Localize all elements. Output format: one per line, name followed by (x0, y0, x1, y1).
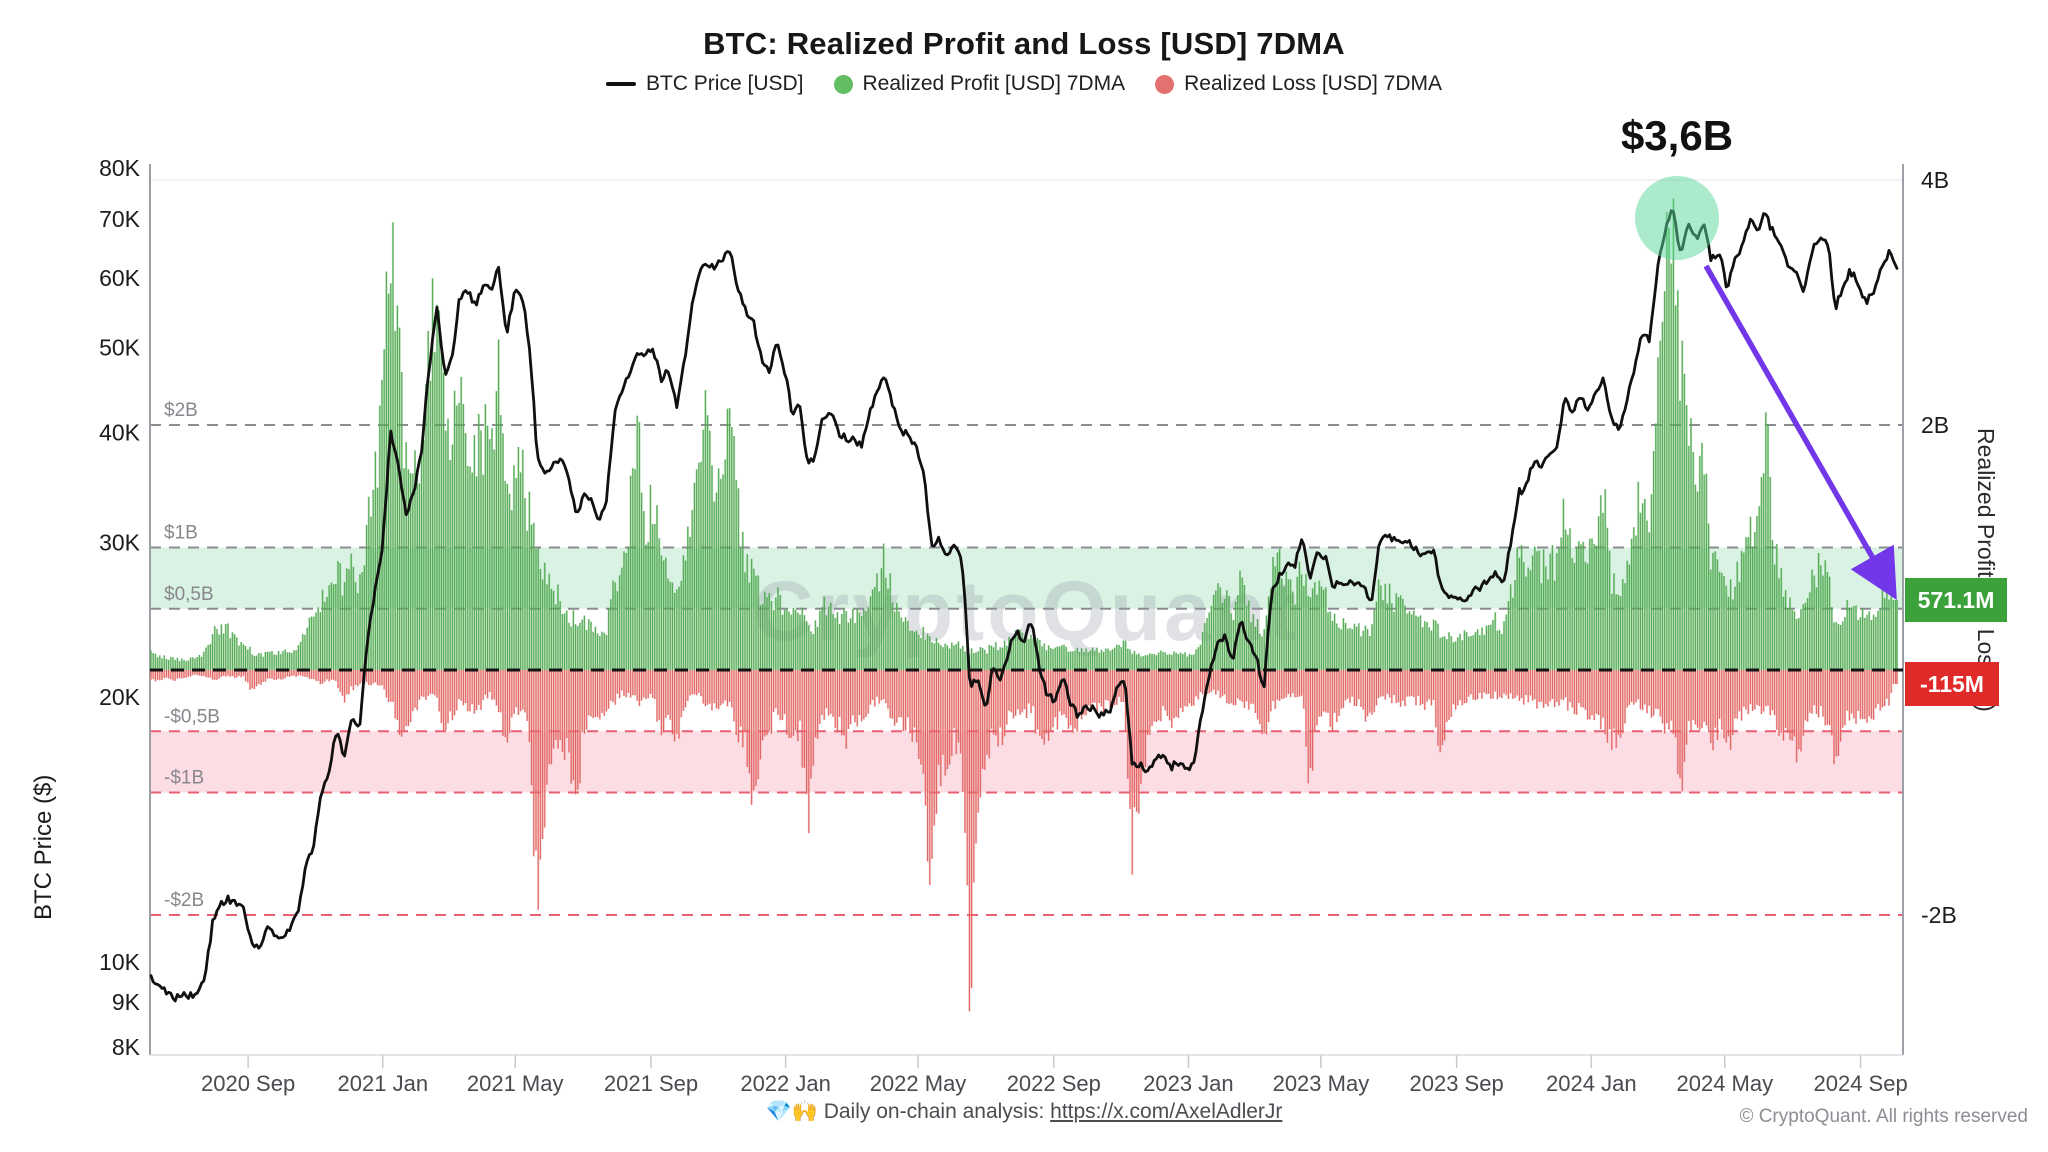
svg-text:$0,5B: $0,5B (164, 584, 214, 605)
svg-text:10K: 10K (99, 949, 141, 975)
svg-text:2024 May: 2024 May (1676, 1071, 1773, 1096)
legend: BTC Price [USD] Realized Profit [USD] 7D… (0, 72, 2048, 96)
legend-label-loss: Realized Loss [USD] 7DMA (1184, 72, 1443, 95)
profit-dot-icon (833, 74, 853, 94)
svg-text:-$1B: -$1B (164, 768, 204, 789)
svg-text:2022 May: 2022 May (870, 1071, 967, 1096)
svg-text:20K: 20K (99, 684, 141, 710)
svg-text:$1B: $1B (164, 523, 198, 544)
footer-note-text: 💎🙌 Daily on-chain analysis: (765, 1100, 1051, 1123)
svg-text:60K: 60K (99, 265, 141, 291)
svg-text:8K: 8K (112, 1034, 141, 1060)
chart-axis-labels: 80K 70K 60K 50K 40K 30K 20K 10K 9K 8K 4B 2B -2B $2B $1… (99, 155, 1957, 1096)
svg-text:2022 Jan: 2022 Jan (740, 1071, 831, 1096)
svg-text:2024 Sep: 2024 Sep (1813, 1071, 1907, 1096)
svg-text:-$0,5B: -$0,5B (164, 706, 220, 727)
svg-text:2021 Jan: 2021 Jan (338, 1071, 429, 1096)
copyright-text: © CryptoQuant. All rights reserved (1739, 1106, 2028, 1127)
svg-text:2B: 2B (1921, 412, 1949, 438)
svg-text:-2B: -2B (1921, 902, 1957, 928)
svg-text:70K: 70K (99, 206, 141, 232)
legend-label-profit: Realized Profit [USD] 7DMA (862, 72, 1126, 95)
chart-title: BTC: Realized Profit and Loss [USD] 7DMA (703, 26, 1345, 61)
svg-text:2023 May: 2023 May (1273, 1071, 1370, 1096)
svg-text:40K: 40K (99, 420, 141, 446)
chart-annotations (1635, 176, 1897, 600)
legend-item-loss: Realized Loss [USD] 7DMA (1155, 72, 1442, 96)
footer-link[interactable]: https://x.com/AxelAdlerJr (1050, 1100, 1283, 1123)
peak-annotation-label: $3,6B (1620, 112, 1734, 159)
legend-label-price: BTC Price [USD] (645, 72, 804, 95)
svg-text:2020 Sep: 2020 Sep (201, 1071, 295, 1096)
svg-text:9K: 9K (112, 989, 141, 1015)
svg-text:50K: 50K (99, 334, 141, 360)
chart-bars (149, 198, 1899, 1012)
svg-text:2024 Jan: 2024 Jan (1546, 1071, 1637, 1096)
legend-item-price: BTC Price [USD] (605, 72, 804, 96)
svg-text:30K: 30K (99, 529, 141, 555)
last-profit-badge: 571.1M (1905, 578, 2007, 622)
legend-item-profit: Realized Profit [USD] 7DMA (833, 72, 1126, 96)
svg-text:2023 Sep: 2023 Sep (1409, 1071, 1503, 1096)
footer-note: 💎🙌 Daily on-chain analysis: https://x.co… (0, 1100, 2048, 1124)
svg-text:2023 Jan: 2023 Jan (1143, 1071, 1234, 1096)
svg-text:2021 Sep: 2021 Sep (604, 1071, 698, 1096)
svg-text:4B: 4B (1921, 167, 1949, 193)
svg-text:-$2B: -$2B (164, 890, 204, 911)
svg-text:80K: 80K (99, 155, 141, 181)
price-line-swatch-icon (605, 82, 636, 86)
svg-text:$2B: $2B (164, 400, 198, 421)
loss-dot-icon (1155, 74, 1175, 94)
svg-text:2021 May: 2021 May (467, 1071, 564, 1096)
price-line (149, 209, 1899, 1003)
svg-text:2022 Sep: 2022 Sep (1007, 1071, 1101, 1096)
right-axis-title: Realized Profit and Loss ($) (1973, 428, 1999, 712)
last-loss-badge: -115M (1905, 662, 1999, 706)
